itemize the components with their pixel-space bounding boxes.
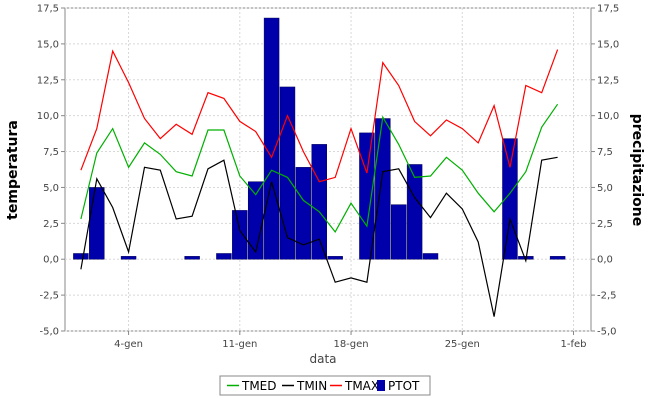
y-tick-label-right: -2,5 [597,291,617,302]
y-tick-label-right: 12,5 [597,75,619,86]
y-tick-label-right: 7,5 [597,147,613,158]
ptot-bar [295,167,312,260]
legend-swatch-ptot [377,380,385,391]
legend: TMED TMIN TMAX PTOT [219,375,431,396]
y-axis-left-ticks: -5,0 -2,5 0,0 2,5 5,0 7,5 10,0 12,5 15,0 17,5 [37,4,65,338]
y-axis-left-title: temperatura [5,120,21,220]
legend-label-tmed: TMED [241,379,277,393]
y-tick-label-left: -5,0 [39,327,59,338]
x-tick-label: 25-gen [445,339,480,350]
ptot-bar [120,256,137,260]
ptot-bar [232,210,248,260]
y-tick-label-left: 2,5 [43,219,59,230]
legend-label-tmin: TMIN [296,379,327,393]
y-tick-label-right: 15,0 [597,39,619,50]
series-line-tmax [80,49,559,183]
x-tick-label: 4-gen [114,339,143,350]
ptot-bar [359,132,375,260]
x-tick-label: 18-gen [333,339,368,350]
y-tick-label-left: 15,0 [37,39,59,50]
ptot-bar [184,256,200,260]
x-tick-label: 11-gen [222,339,257,350]
y-tick-label-right: 17,5 [597,4,619,15]
ptot-bar [549,256,566,260]
temperature-lines [80,49,559,317]
ptot-bar [311,144,327,260]
x-axis-ticks: 4-gen 11-gen 18-gen 25-gen 1-feb [114,331,587,350]
gridlines [65,7,591,332]
y-tick-label-left: 0,0 [43,255,59,266]
ptot-bar [247,181,264,260]
x-tick-label: 1-feb [561,339,587,350]
y-tick-label-right: 10,0 [597,111,619,122]
y-tick-label-left: 7,5 [43,147,59,158]
y-axis-right-title: precipitazione [629,114,645,227]
ptot-bar [422,253,439,260]
y-axis-right-ticks: -5,0 -2,5 0,0 2,5 5,0 7,5 10,0 12,5 15,0 17,5 [591,4,619,338]
y-tick-label-left: 17,5 [37,4,59,15]
series-line-tmed [80,103,559,233]
y-tick-label-right: 5,0 [597,183,613,194]
y-tick-label-left: -2,5 [39,291,59,302]
ptot-bar [73,253,89,260]
y-tick-label-left: 10,0 [37,111,59,122]
y-tick-label-right: 2,5 [597,219,613,230]
y-tick-label-right: 0,0 [597,255,613,266]
x-axis-title: data [309,352,336,366]
series-line-tmin [80,156,558,317]
ptot-bar [89,187,105,260]
ptot-bar [375,118,391,260]
ptot-bar [406,164,423,260]
y-tick-label-left: 5,0 [43,183,59,194]
ptot-bar [216,253,232,260]
y-tick-label-right: -5,0 [597,327,617,338]
ptot-bar [390,204,407,260]
y-tick-label-left: 12,5 [37,75,59,86]
legend-label-tmax: TMAX [344,379,379,393]
ptot-bar [263,17,280,260]
ptot-bar [279,86,296,260]
ptot-bar [327,256,343,260]
legend-label-ptot: PTOT [388,379,420,393]
